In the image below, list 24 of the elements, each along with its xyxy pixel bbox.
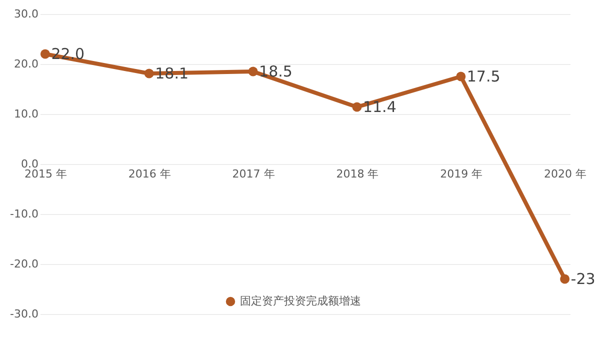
text: 18.5 bbox=[259, 62, 292, 80]
legend-label: 固定资产投资完成额增速 bbox=[240, 294, 361, 308]
x-tick-label: 2017 年 bbox=[232, 168, 275, 180]
y-tick-label: -20.0 bbox=[10, 258, 38, 270]
y-tick-label: 10.0 bbox=[14, 108, 38, 120]
text: 17.5 bbox=[466, 68, 500, 86]
text: 11.4 bbox=[362, 98, 396, 116]
point bbox=[560, 274, 570, 284]
y-tick-label: -30.0 bbox=[10, 308, 38, 320]
x-tick-label: 2018 年 bbox=[336, 168, 379, 180]
x-tick-label: 2015 年 bbox=[24, 168, 67, 180]
x-tick-label: 2016 年 bbox=[128, 168, 171, 180]
point bbox=[456, 72, 466, 82]
x-tick-label: 2019 年 bbox=[440, 168, 483, 180]
point bbox=[40, 49, 50, 59]
x-tick-label: 2020 年 bbox=[544, 168, 587, 180]
point bbox=[144, 68, 154, 78]
point bbox=[248, 66, 258, 76]
text: -23 bbox=[570, 270, 596, 288]
y-tick-label: 20.0 bbox=[14, 58, 38, 70]
y-tick-label: 30.0 bbox=[14, 8, 38, 20]
y-tick-label: 0.0 bbox=[21, 158, 38, 170]
y-tick-label: -10.0 bbox=[10, 208, 38, 220]
point bbox=[352, 102, 362, 112]
